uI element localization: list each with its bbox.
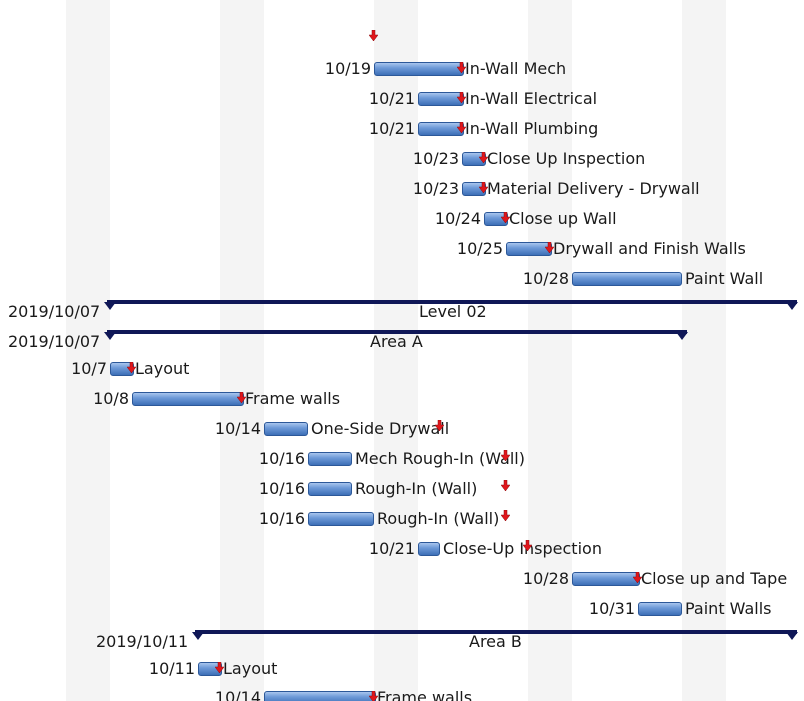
task-bar[interactable] — [264, 691, 376, 701]
task-start-date: 10/8 — [93, 389, 129, 408]
task-name[interactable]: Material Delivery - Drywall — [487, 179, 700, 198]
task-start-date: 10/19 — [324, 59, 371, 78]
task-name[interactable]: Layout — [135, 359, 190, 378]
dependency-arrow-icon — [457, 92, 466, 103]
task-start-date: 10/21 — [368, 119, 415, 138]
task-bar[interactable] — [308, 482, 352, 496]
dependency-arrow-icon — [545, 242, 554, 253]
task-start-date: 10/21 — [368, 89, 415, 108]
task-bar[interactable] — [308, 512, 374, 526]
summary-end-marker — [676, 332, 688, 340]
task-name[interactable]: Close up and Tape — [641, 569, 788, 588]
task-bar[interactable] — [418, 542, 440, 556]
task-bar[interactable] — [572, 272, 682, 286]
task-name[interactable]: In-Wall Mech — [465, 59, 567, 78]
task-name[interactable]: Drywall and Finish Walls — [553, 239, 746, 258]
summary-start-marker — [104, 302, 116, 310]
task-start-date: 10/14 — [214, 688, 261, 701]
task-name[interactable]: Rough-In (Wall) — [377, 509, 500, 528]
task-bar[interactable] — [132, 392, 244, 406]
task-name[interactable]: Paint Walls — [685, 599, 772, 618]
task-name[interactable]: In-Wall Electrical — [465, 89, 598, 108]
task-name[interactable]: Layout — [223, 659, 278, 678]
task-bar[interactable] — [308, 452, 352, 466]
task-start-date: 10/16 — [258, 509, 305, 528]
dependency-arrow-icon — [369, 30, 378, 41]
task-start-date: 10/7 — [71, 359, 107, 378]
task-start-date: 10/28 — [522, 269, 569, 288]
summary-bar[interactable] — [195, 630, 797, 634]
day-stripe — [220, 0, 264, 701]
dependency-arrow-icon — [435, 420, 444, 431]
day-stripe — [528, 0, 572, 701]
dependency-arrow-icon — [237, 392, 246, 403]
task-start-date: 10/11 — [148, 659, 195, 678]
task-name[interactable]: Close Up Inspection — [487, 149, 646, 168]
task-bar[interactable] — [374, 62, 464, 76]
task-start-date: 10/23 — [412, 149, 459, 168]
task-name[interactable]: Frame walls — [245, 389, 341, 408]
task-name[interactable]: Close up Wall — [509, 209, 617, 228]
summary-start-date: 2019/10/11 — [96, 632, 189, 651]
dependency-arrow-icon — [215, 662, 224, 673]
task-name[interactable]: One-Side Drywall — [311, 419, 450, 438]
task-start-date: 10/24 — [434, 209, 481, 228]
dependency-arrow-icon — [501, 212, 510, 223]
dependency-arrow-icon — [633, 572, 642, 583]
task-name[interactable]: Close-Up Inspection — [443, 539, 602, 558]
task-name[interactable]: In-Wall Plumbing — [465, 119, 599, 138]
dependency-arrow-icon — [479, 182, 488, 193]
summary-end-marker — [786, 302, 798, 310]
dependency-arrow-icon — [523, 540, 532, 551]
task-name[interactable]: Rough-In (Wall) — [355, 479, 478, 498]
summary-name[interactable]: Area B — [469, 632, 522, 651]
day-stripe — [66, 0, 110, 701]
dependency-arrow-icon — [501, 450, 510, 461]
day-stripe — [682, 0, 726, 701]
task-start-date: 10/16 — [258, 479, 305, 498]
dependency-arrow-icon — [501, 510, 510, 521]
task-name[interactable]: Paint Wall — [685, 269, 764, 288]
day-stripe — [374, 0, 418, 701]
dependency-arrow-icon — [127, 362, 136, 373]
dependency-arrow-icon — [369, 691, 378, 701]
task-start-date: 10/16 — [258, 449, 305, 468]
summary-start-marker — [192, 632, 204, 640]
task-start-date: 10/31 — [588, 599, 635, 618]
dependency-arrow-icon — [457, 62, 466, 73]
summary-name[interactable]: Area A — [370, 332, 423, 351]
dependency-arrow-icon — [457, 122, 466, 133]
task-name[interactable]: Frame walls — [377, 688, 473, 701]
task-start-date: 10/21 — [368, 539, 415, 558]
summary-bar[interactable] — [107, 330, 687, 334]
task-start-date: 10/25 — [456, 239, 503, 258]
summary-start-marker — [104, 332, 116, 340]
task-start-date: 10/23 — [412, 179, 459, 198]
task-start-date: 10/28 — [522, 569, 569, 588]
summary-start-date: 2019/10/07 — [8, 332, 101, 351]
summary-end-marker — [786, 632, 798, 640]
task-bar[interactable] — [264, 422, 308, 436]
summary-bar[interactable] — [107, 300, 797, 304]
dependency-arrow-icon — [501, 480, 510, 491]
summary-start-date: 2019/10/07 — [8, 302, 101, 321]
summary-name[interactable]: Level 02 — [419, 302, 487, 321]
dependency-arrow-icon — [479, 152, 488, 163]
task-bar[interactable] — [638, 602, 682, 616]
task-name[interactable]: Mech Rough-In (Wall) — [355, 449, 525, 468]
task-start-date: 10/14 — [214, 419, 261, 438]
task-bar[interactable] — [572, 572, 640, 586]
